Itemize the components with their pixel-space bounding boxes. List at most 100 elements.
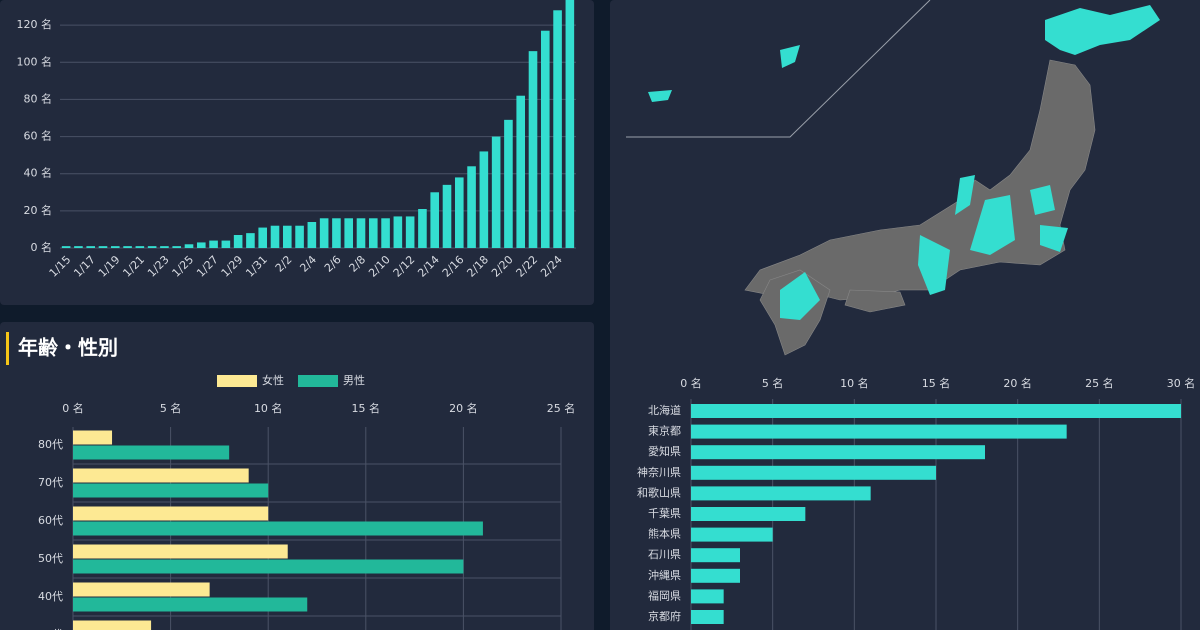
y-tick-label: 100 名 [17, 54, 53, 68]
chubu [970, 195, 1015, 255]
x-tick-label: 15 名 [922, 376, 951, 390]
bar [73, 468, 249, 483]
bar [691, 568, 740, 583]
bar [344, 218, 354, 248]
bar [110, 246, 120, 248]
bar [73, 430, 113, 445]
bar [691, 404, 1181, 418]
y-tick-label: 60代 [38, 514, 63, 527]
title-accent [6, 332, 9, 365]
bar [270, 225, 280, 248]
bar [691, 424, 1067, 439]
bar [553, 10, 562, 248]
bar [691, 527, 773, 542]
x-tick-label: 10 名 [840, 376, 869, 390]
y-tick-label: 千葉県 [648, 506, 681, 520]
y-tick-label: 東京都 [648, 424, 681, 438]
bar [332, 218, 341, 248]
bar [691, 507, 806, 521]
bar [172, 246, 182, 248]
x-tick-label: 0 名 [680, 376, 702, 390]
y-tick-label: 20 名 [24, 203, 53, 217]
bar [73, 559, 464, 574]
shikoku [844, 289, 906, 313]
y-tick-label: 神奈川県 [637, 465, 681, 479]
x-tick-label: 5 名 [160, 401, 182, 415]
y-tick-label: 愛知県 [648, 444, 681, 458]
x-tick-label: 30 名 [1167, 376, 1196, 390]
bar [319, 218, 329, 248]
section-title: 年齢・性別 [18, 336, 118, 360]
y-tick-label: 30代 [38, 628, 63, 630]
kansai [918, 235, 950, 295]
bar [73, 582, 210, 597]
bar [454, 177, 464, 248]
bar [258, 227, 268, 248]
tochigi [1030, 185, 1055, 215]
bar [282, 225, 292, 248]
inset-line [626, 0, 931, 138]
y-tick-label: 沖縄県 [648, 568, 681, 582]
bar [295, 225, 304, 248]
bar [691, 548, 740, 563]
bar [307, 222, 317, 248]
bar [691, 589, 724, 604]
y-tick-label: 120 名 [17, 17, 53, 31]
japan-map [626, 0, 1160, 356]
y-tick-label: 70代 [38, 476, 63, 489]
bar [209, 240, 218, 248]
bar [540, 30, 550, 249]
hokkaido [1045, 5, 1160, 55]
bar [86, 246, 96, 248]
bar [147, 246, 157, 248]
y-tick-label: 北海道 [648, 403, 681, 417]
x-tick-label: 25 名 [547, 401, 576, 415]
x-tick-label: 15 名 [352, 401, 381, 415]
legend-label: 男性 [343, 373, 365, 387]
bar [405, 216, 415, 248]
bar [135, 246, 145, 248]
bar [691, 445, 985, 460]
bar [516, 95, 526, 248]
bar [184, 244, 194, 248]
bar [691, 465, 936, 480]
okinawa [648, 90, 672, 102]
y-tick-label: 40代 [38, 590, 63, 603]
bar [504, 119, 513, 248]
bar [123, 246, 132, 248]
x-tick-label: 0 名 [62, 401, 84, 415]
bar [467, 166, 476, 248]
y-tick-label: 0 名 [31, 240, 53, 254]
x-tick-label: 20 名 [1003, 376, 1032, 390]
bar [160, 246, 169, 248]
bar [356, 218, 366, 248]
bar [565, 0, 575, 248]
bar [393, 216, 403, 248]
bar [246, 233, 255, 248]
bar [196, 242, 206, 248]
legend-swatch [217, 375, 257, 387]
y-tick-label: 京都府 [648, 609, 681, 623]
y-tick-label: 和歌山県 [637, 485, 681, 499]
bar [691, 610, 724, 624]
bar [221, 240, 231, 248]
ishikawa [955, 175, 975, 215]
bar [479, 151, 489, 248]
bar [442, 184, 452, 248]
bar [368, 218, 378, 248]
bar [430, 192, 440, 248]
bar [73, 521, 483, 536]
bar [491, 136, 501, 248]
bar [73, 506, 269, 521]
y-tick-label: 80 名 [24, 91, 53, 105]
y-tick-label: 50代 [38, 552, 63, 565]
bar [73, 544, 288, 559]
y-tick-label: 福岡県 [648, 588, 681, 602]
kanto [1040, 225, 1068, 252]
bar [418, 209, 427, 248]
y-tick-label: 60 名 [24, 129, 53, 143]
bar [381, 218, 390, 248]
x-tick-label: 20 名 [449, 401, 478, 415]
